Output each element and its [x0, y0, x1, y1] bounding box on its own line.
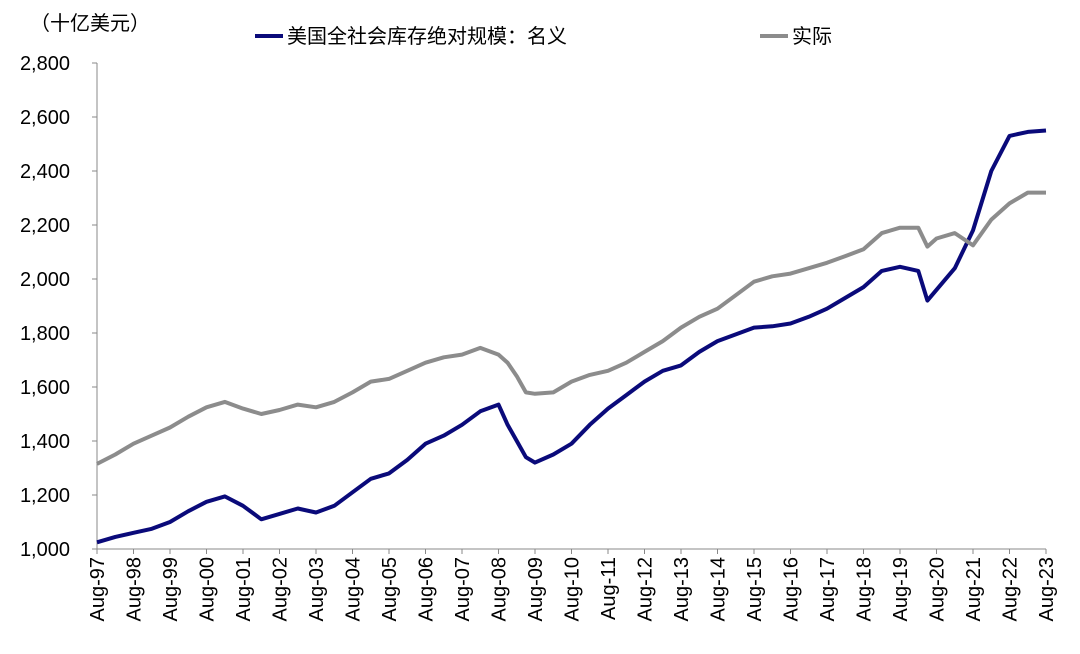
x-tick-label: Aug-13	[671, 557, 693, 622]
line-series	[96, 190, 1046, 466]
y-axis-label: （十亿美元）	[30, 12, 150, 35]
x-tick-label: Aug-97	[87, 557, 109, 622]
x-tick-label: Aug-20	[927, 557, 949, 622]
y-tick-label: 2,400	[20, 161, 70, 183]
x-tick-label: Aug-04	[343, 557, 365, 622]
x-tick-label: Aug-21	[963, 557, 985, 622]
x-tick-label: Aug-06	[416, 557, 438, 622]
x-tick-label: Aug-00	[197, 557, 219, 622]
y-tick-label: 2,200	[20, 215, 70, 237]
x-tick-label: Aug-12	[635, 557, 657, 622]
x-tick-label: Aug-23	[1036, 557, 1058, 622]
x-tick-label: Aug-03	[306, 557, 328, 622]
y-tick-label: 2,000	[20, 269, 70, 291]
x-tick-label: Aug-15	[744, 557, 766, 622]
x-tick-label: Aug-11	[598, 557, 620, 620]
y-tick-label: 1,200	[20, 485, 70, 507]
x-tick-label: Aug-01	[233, 557, 255, 622]
legend-label: 美国全社会库存绝对规模：名义	[287, 25, 567, 48]
line-series	[96, 128, 1047, 545]
x-tick-label: Aug-16	[781, 557, 803, 622]
x-tick-label: Aug-17	[817, 557, 839, 622]
x-tick-label: Aug-98	[124, 557, 146, 622]
y-tick-label: 2,800	[20, 53, 70, 75]
x-tick-label: Aug-10	[562, 557, 584, 622]
x-tick-label: Aug-18	[854, 557, 876, 622]
x-tick-label: Aug-09	[525, 557, 547, 622]
x-tick-label: Aug-19	[890, 557, 912, 622]
x-tick-label: Aug-08	[489, 557, 511, 622]
x-tick-label: Aug-05	[379, 557, 401, 622]
x-tick-label: Aug-99	[160, 557, 182, 622]
x-tick-label: Aug-02	[270, 557, 292, 622]
x-tick-label: Aug-22	[1000, 557, 1022, 622]
x-tick-label: Aug-07	[452, 557, 474, 622]
y-tick-label: 1,000	[20, 539, 70, 561]
x-tick-label: Aug-14	[708, 557, 730, 622]
y-tick-label: 1,400	[20, 431, 70, 453]
y-tick-label: 1,800	[20, 323, 70, 345]
y-tick-label: 1,600	[20, 377, 70, 399]
legend-label: 实际	[792, 25, 832, 48]
y-tick-label: 2,600	[20, 107, 70, 129]
